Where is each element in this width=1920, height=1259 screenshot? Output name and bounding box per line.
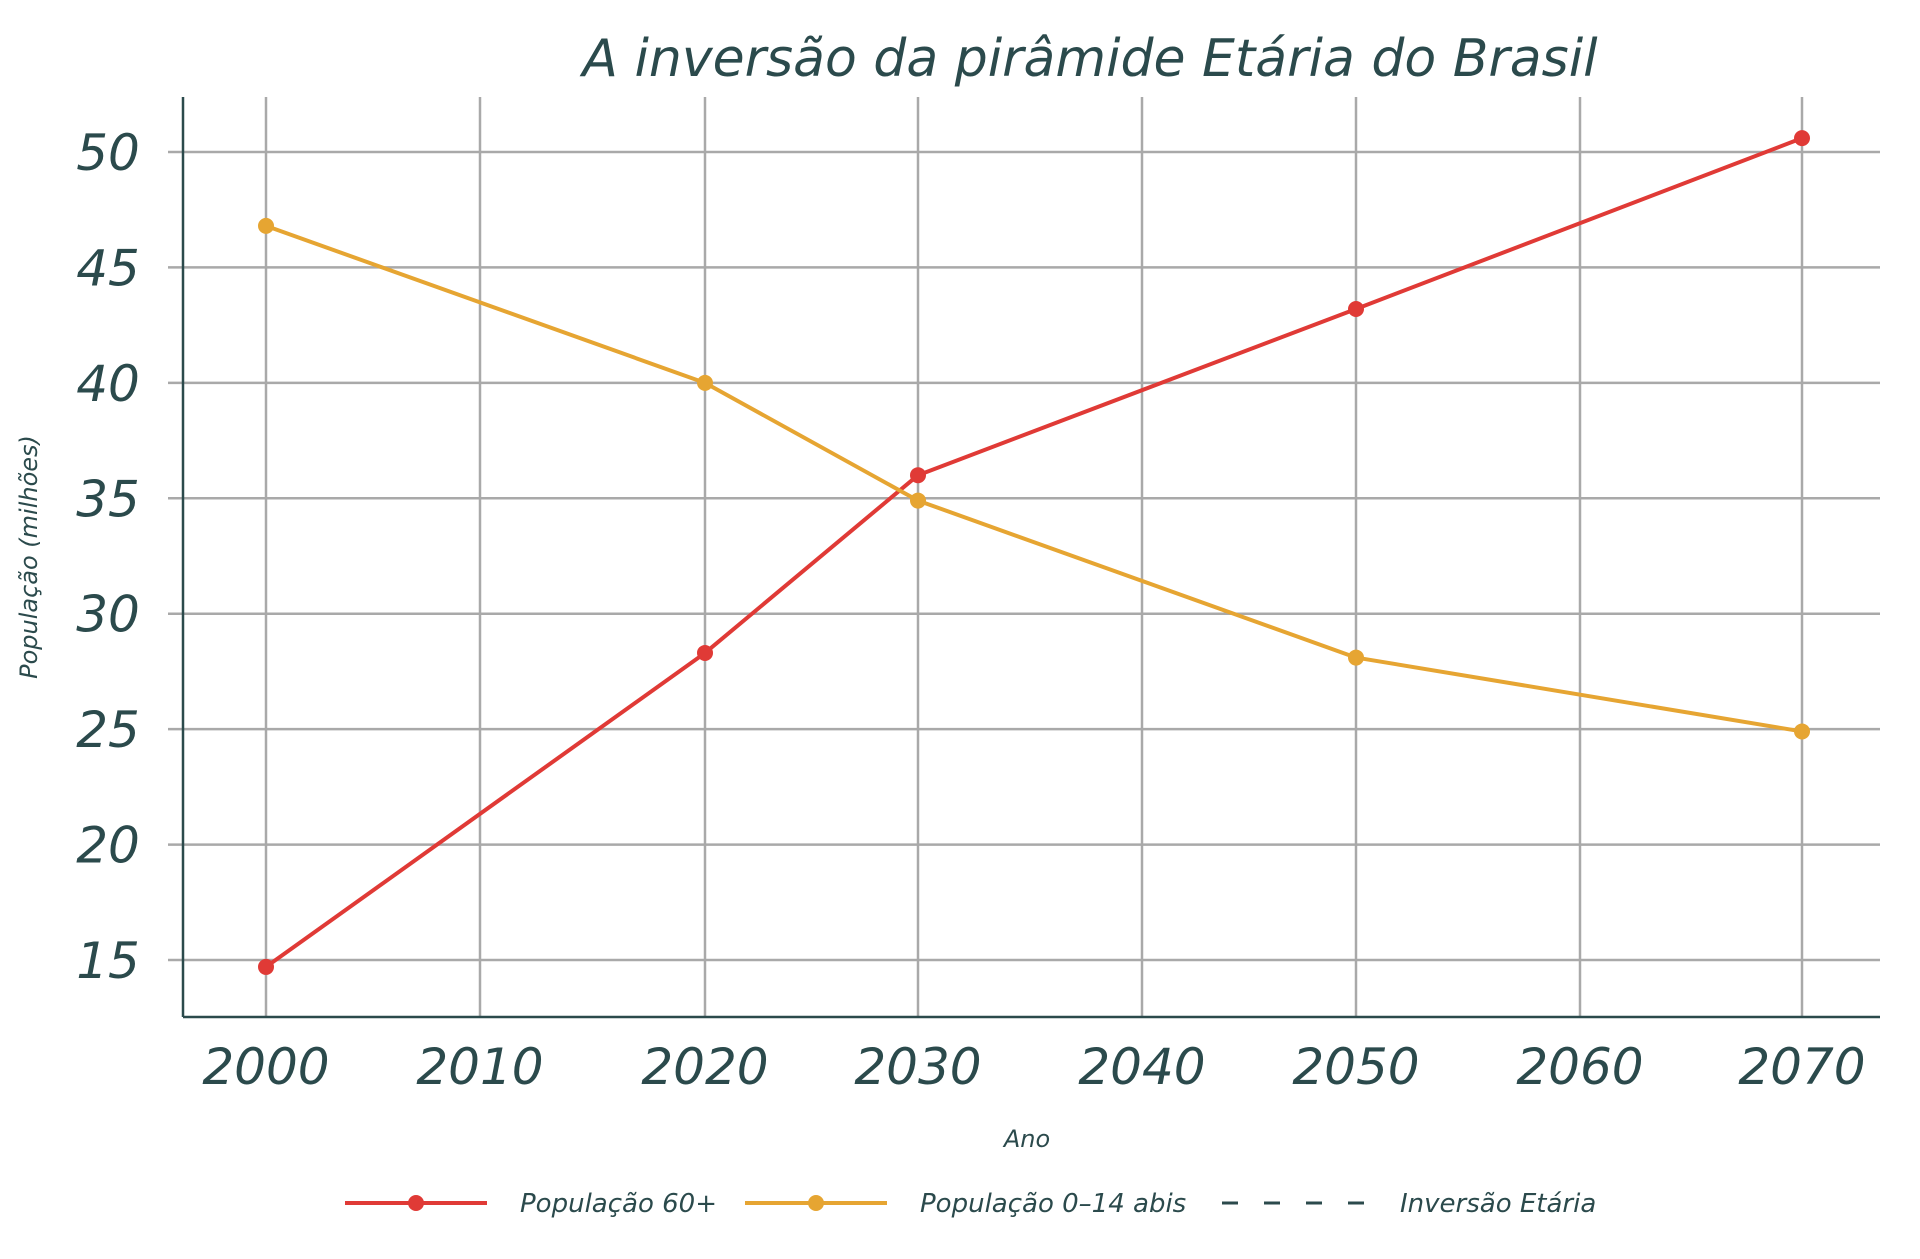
series-0-point-2000 xyxy=(258,958,274,975)
series-0-point-2020 xyxy=(697,644,713,661)
y-tick-label-25: 25 xyxy=(76,701,140,759)
series-0-point-2070 xyxy=(1794,130,1810,147)
x-tick-label-2020: 2020 xyxy=(641,1038,768,1096)
series-1-point-2020 xyxy=(697,374,713,391)
legend-swatch-marker-1 xyxy=(808,1195,824,1211)
y-tick-label-15: 15 xyxy=(76,932,140,990)
x-axis-title: Ano xyxy=(1002,1125,1050,1153)
y-tick-label-30: 30 xyxy=(76,586,140,644)
series-1-line xyxy=(264,223,1804,734)
series-1-point-2070 xyxy=(1794,723,1810,740)
x-tick-label-2030: 2030 xyxy=(854,1038,981,1096)
series xyxy=(258,130,1810,975)
series-1-point-2030 xyxy=(910,492,926,509)
x-tick-label-2010: 2010 xyxy=(416,1038,543,1096)
legend-item-2: Inversão Etária xyxy=(1222,1189,1596,1219)
y-tick-label-35: 35 xyxy=(76,470,140,528)
chart-title: A inversão da pirâmide Etária do Brasil xyxy=(579,29,1598,89)
y-tick-label-50: 50 xyxy=(76,124,140,182)
x-tick-label-2050: 2050 xyxy=(1292,1038,1419,1096)
legend-item-1: População 0–14 abis xyxy=(745,1189,1186,1219)
labels: A inversão da pirâmide Etária do Brasil 1… xyxy=(15,29,1866,1153)
x-tick-label-2070: 2070 xyxy=(1738,1038,1865,1096)
grid xyxy=(168,97,1880,1017)
x-tick-label-2060: 2060 xyxy=(1516,1038,1643,1096)
series-0-line xyxy=(264,136,1804,969)
axes xyxy=(181,97,1880,1019)
legend-label-0: População 60+ xyxy=(520,1189,717,1219)
series-0-point-2050 xyxy=(1348,300,1364,317)
legend-label-1: População 0–14 abis xyxy=(920,1189,1186,1219)
y-tick-label-45: 45 xyxy=(76,239,140,297)
legend-label-2: Inversão Etária xyxy=(1400,1189,1596,1219)
series-1-point-2050 xyxy=(1348,649,1364,666)
legend: População 60+ População 0–14 abis Inversão… xyxy=(345,1189,1596,1219)
x-tick-label-2040: 2040 xyxy=(1078,1038,1205,1096)
y-tick-label-40: 40 xyxy=(76,355,140,413)
y-tick-label-20: 20 xyxy=(76,817,140,875)
series-1-point-2000 xyxy=(258,217,274,234)
x-tick-label-2000: 2000 xyxy=(202,1038,329,1096)
y-axis-title: População (milhões) xyxy=(15,435,43,679)
series-0-point-2030 xyxy=(910,467,926,484)
legend-swatch-marker-0 xyxy=(408,1195,424,1211)
legend-item-0: População 60+ xyxy=(345,1189,717,1219)
